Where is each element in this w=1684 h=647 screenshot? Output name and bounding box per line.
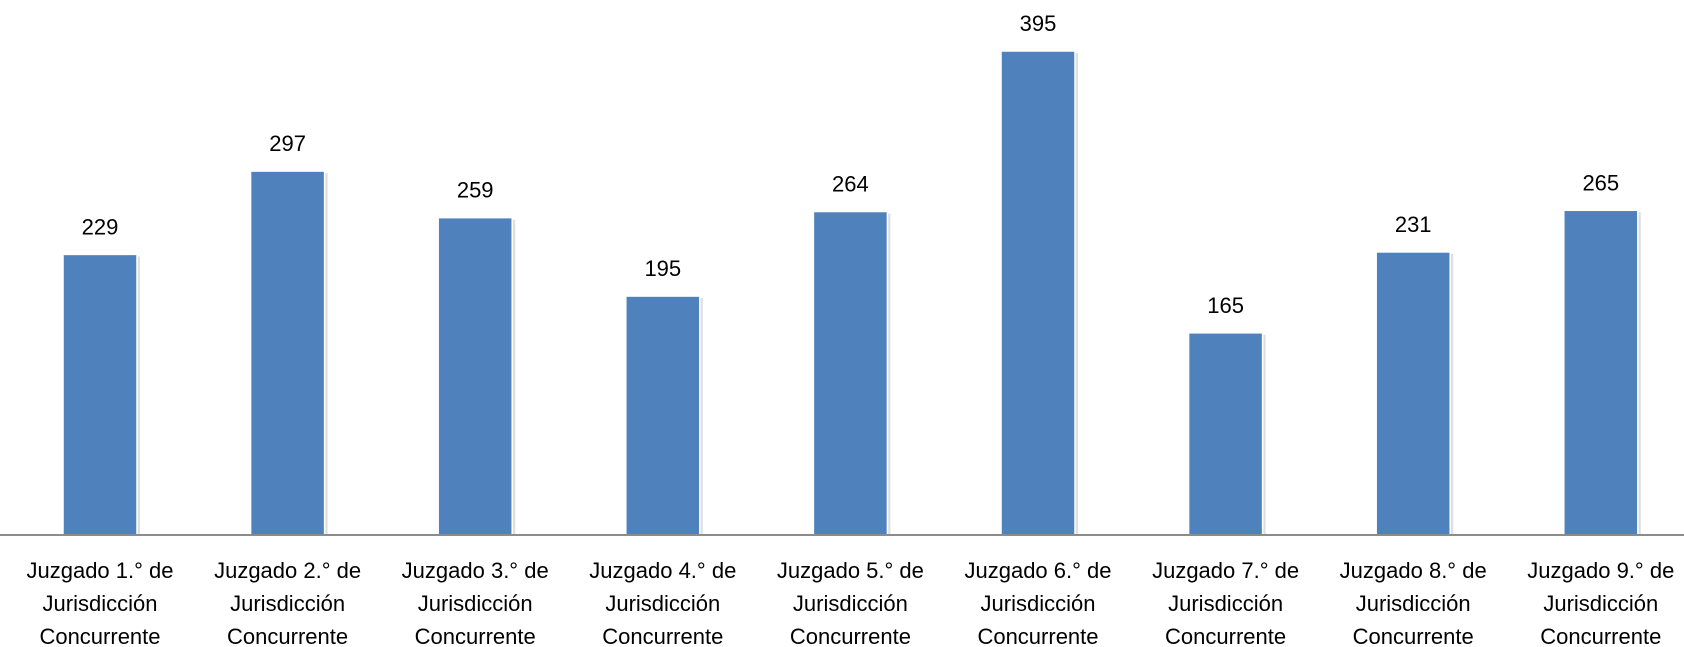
category-label-line: Jurisdicción bbox=[1356, 591, 1471, 616]
category-label-line: Jurisdicción bbox=[43, 591, 158, 616]
bar-2 bbox=[249, 170, 326, 536]
category-label-9: Juzgado 9.° de Jurisdicción Concurrente bbox=[1527, 558, 1674, 647]
category-label-3: Juzgado 3.° de Jurisdicción Concurrente bbox=[402, 558, 549, 647]
bars-layer bbox=[62, 50, 1641, 536]
category-label-5: Juzgado 5.° de Jurisdicción Concurrente bbox=[777, 558, 924, 647]
category-label-line: Juzgado 2.° de bbox=[214, 558, 361, 583]
bar-7 bbox=[1187, 332, 1264, 536]
data-label-6: 395 bbox=[1020, 11, 1057, 36]
category-label-line: Concurrente bbox=[1540, 624, 1661, 647]
category-label-line: Jurisdicción bbox=[793, 591, 908, 616]
data-label-9: 265 bbox=[1582, 170, 1619, 195]
category-label-line: Juzgado 1.° de bbox=[26, 558, 173, 583]
category-label-line: Jurisdicción bbox=[1543, 591, 1658, 616]
data-label-7: 165 bbox=[1207, 293, 1244, 318]
data-label-8: 231 bbox=[1395, 212, 1432, 237]
category-label-8: Juzgado 8.° de Jurisdicción Concurrente bbox=[1340, 558, 1487, 647]
bar-9 bbox=[1563, 209, 1639, 536]
category-label-2: Juzgado 2.° de Jurisdicción Concurrente bbox=[214, 558, 361, 647]
category-label-line: Concurrente bbox=[415, 624, 536, 647]
data-label-5: 264 bbox=[832, 172, 869, 197]
category-label-line: Concurrente bbox=[1353, 624, 1474, 647]
category-label-line: Juzgado 5.° de bbox=[777, 558, 924, 583]
category-label-1: Juzgado 1.° de Jurisdicción Concurrente bbox=[26, 558, 173, 647]
bar-4 bbox=[625, 295, 701, 536]
category-label-line: Concurrente bbox=[790, 624, 911, 647]
bar-5 bbox=[812, 210, 889, 536]
bar-1 bbox=[62, 253, 138, 536]
data-label-2: 297 bbox=[269, 131, 306, 156]
bar-8 bbox=[1375, 251, 1451, 536]
labels-layer: 229 Juzgado 1.° de Jurisdicción Concurrente… bbox=[26, 11, 1674, 647]
category-label-line: Concurrente bbox=[977, 624, 1098, 647]
data-label-3: 259 bbox=[457, 178, 494, 203]
category-label-line: Juzgado 7.° de bbox=[1152, 558, 1299, 583]
category-label-line: Concurrente bbox=[1165, 624, 1286, 647]
category-label-line: Jurisdicción bbox=[605, 591, 720, 616]
category-label-line: Jurisdicción bbox=[230, 591, 345, 616]
category-label-line: Jurisdicción bbox=[418, 591, 533, 616]
category-label-7: Juzgado 7.° de Jurisdicción Concurrente bbox=[1152, 558, 1299, 647]
bar-3 bbox=[437, 216, 513, 536]
bar-6 bbox=[1000, 50, 1076, 536]
category-label-line: Juzgado 4.° de bbox=[589, 558, 736, 583]
category-label-line: Jurisdicción bbox=[1168, 591, 1283, 616]
data-label-4: 195 bbox=[644, 256, 681, 281]
category-label-line: Juzgado 3.° de bbox=[402, 558, 549, 583]
category-label-line: Concurrente bbox=[39, 624, 160, 647]
category-label-6: Juzgado 6.° de Jurisdicción Concurrente bbox=[964, 558, 1111, 647]
category-label-line: Jurisdicción bbox=[981, 591, 1096, 616]
category-label-line: Concurrente bbox=[227, 624, 348, 647]
category-label-line: Juzgado 6.° de bbox=[964, 558, 1111, 583]
category-label-4: Juzgado 4.° de Jurisdicción Concurrente bbox=[589, 558, 736, 647]
data-label-1: 229 bbox=[82, 214, 119, 239]
category-label-line: Juzgado 8.° de bbox=[1340, 558, 1487, 583]
category-label-line: Concurrente bbox=[602, 624, 723, 647]
category-label-line: Juzgado 9.° de bbox=[1527, 558, 1674, 583]
